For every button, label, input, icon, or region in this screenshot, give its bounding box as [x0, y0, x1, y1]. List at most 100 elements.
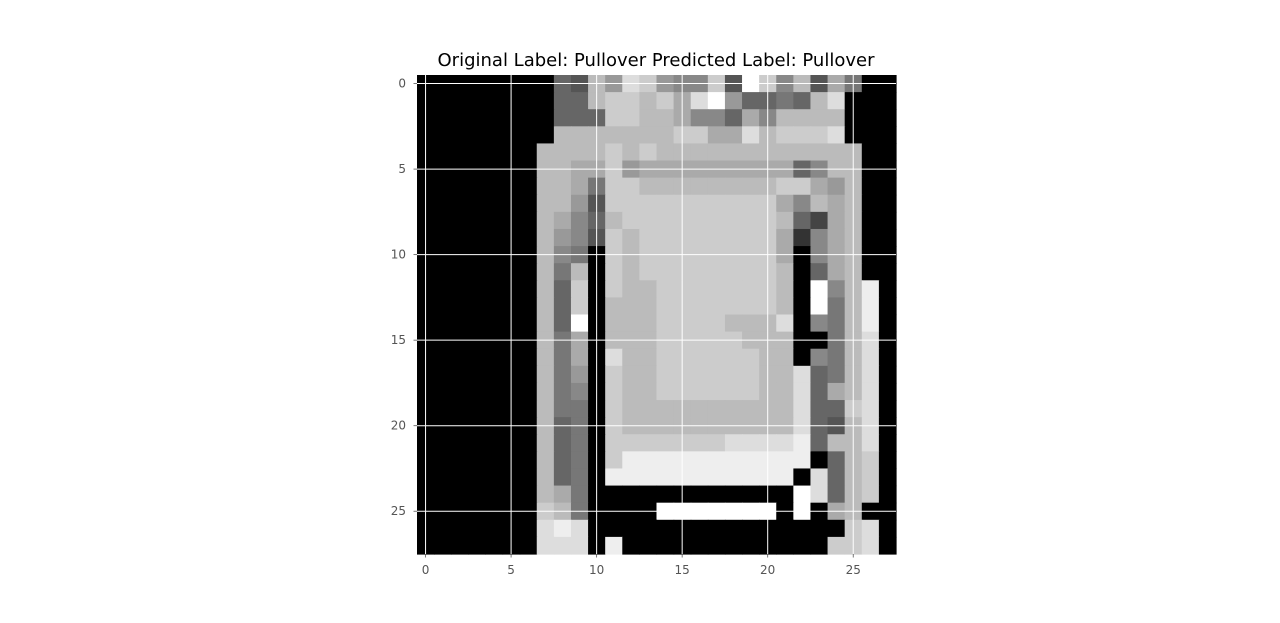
image-pixel [570, 228, 589, 247]
image-pixel [707, 519, 726, 538]
image-pixel [434, 126, 452, 145]
image-pixel [827, 485, 846, 504]
image-pixel [810, 280, 829, 298]
image-pixel [707, 451, 726, 470]
image-pixel [553, 348, 572, 367]
image-pixel [742, 451, 760, 470]
image-pixel [536, 194, 555, 213]
image-pixel [536, 297, 555, 316]
image-pixel [861, 451, 880, 470]
image-pixel [724, 297, 743, 316]
image-pixel [656, 468, 675, 487]
image-pixel [707, 143, 726, 162]
image-pixel [690, 211, 709, 230]
image-pixel [861, 365, 880, 384]
image-pixel [878, 519, 897, 538]
image-pixel [570, 109, 589, 127]
image-pixel [570, 400, 589, 418]
y-tick-label: 20 [391, 419, 406, 433]
image-pixel [622, 365, 640, 384]
image-pixel [724, 485, 743, 504]
image-pixel [724, 434, 743, 452]
image-pixel [605, 468, 623, 487]
image-pixel [742, 211, 760, 230]
image-pixel [519, 485, 538, 504]
image-pixel [570, 211, 589, 230]
image-pixel [742, 143, 760, 162]
image-pixel [519, 177, 538, 196]
image-pixel [536, 314, 555, 333]
image-pixel [536, 451, 555, 470]
image-pixel [639, 314, 658, 333]
image-pixel [434, 348, 452, 367]
image-pixel [451, 280, 469, 298]
image-pixel [468, 382, 487, 401]
image-pixel [434, 194, 452, 213]
image-pixel [605, 177, 623, 196]
x-tick-label: 10 [589, 563, 604, 577]
image-pixel [690, 194, 709, 213]
image-pixel [861, 143, 880, 162]
image-pixel [861, 109, 880, 127]
image-pixel [468, 109, 487, 127]
image-pixel [810, 348, 829, 367]
image-pixel [793, 280, 812, 298]
image-pixel [707, 400, 726, 418]
image-pixel [656, 143, 675, 162]
image-pixel [536, 92, 555, 110]
image-pixel [553, 109, 572, 127]
image-pixel [827, 451, 846, 470]
image-pixel [451, 519, 469, 538]
image-pixel [639, 468, 658, 487]
image-pixel [793, 519, 812, 538]
image-pixel [519, 126, 538, 145]
image-pixel [639, 519, 658, 538]
image-pixel [878, 177, 897, 196]
image-pixel [468, 280, 487, 298]
image-pixel [451, 194, 469, 213]
image-pixel [553, 536, 572, 555]
image-pixel [878, 280, 897, 298]
image-pixel [468, 297, 487, 316]
image-pixel [639, 365, 658, 384]
image-pixel [485, 382, 504, 401]
image-pixel [622, 519, 640, 538]
image-pixel [485, 143, 504, 162]
image-pixel [776, 451, 794, 470]
image-pixel [776, 263, 794, 281]
image-pixel [861, 228, 880, 247]
y-tick-label: 0 [398, 77, 406, 91]
image-pixel [451, 297, 469, 316]
image-pixel [570, 365, 589, 384]
image-pixel [468, 92, 487, 110]
image-pixel [485, 434, 504, 452]
image-pixel [605, 519, 623, 538]
image-pixel [707, 109, 726, 127]
image-pixel [827, 177, 846, 196]
image-pixel [485, 92, 504, 110]
image-pixel [622, 297, 640, 316]
image-pixel [793, 177, 812, 196]
image-pixel [485, 177, 504, 196]
image-pixel [707, 211, 726, 230]
image-pixel [553, 485, 572, 504]
image-pixel [810, 434, 829, 452]
image-pixel [724, 400, 743, 418]
image-pixel [605, 382, 623, 401]
image-pixel [536, 228, 555, 247]
image-pixel [519, 468, 538, 487]
image-pixel [605, 211, 623, 230]
image-pixel [485, 314, 504, 333]
image-pixel [605, 109, 623, 127]
image-pixel [536, 177, 555, 196]
image-pixel [553, 126, 572, 145]
image-pixel [468, 519, 487, 538]
image-pixel [776, 434, 794, 452]
image-pixel [878, 400, 897, 418]
image-pixel [639, 92, 658, 110]
image-pixel [827, 519, 846, 538]
image-pixel [827, 400, 846, 418]
image-pixel [570, 451, 589, 470]
image-pixel [690, 365, 709, 384]
image-pixel [451, 536, 469, 555]
